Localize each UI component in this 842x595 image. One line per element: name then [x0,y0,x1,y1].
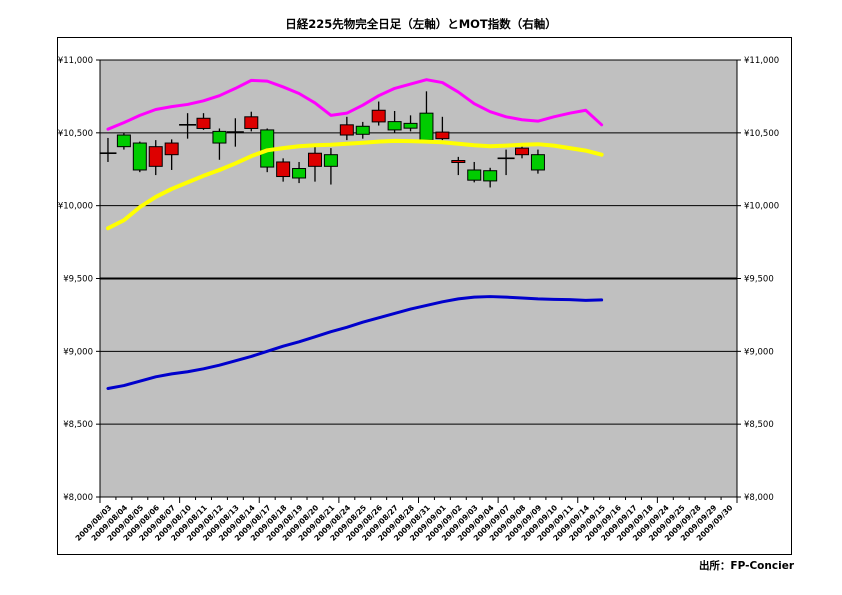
candle-body [323,154,338,167]
candle-body [339,124,354,136]
series-line-yellow [105,138,604,231]
series-mot-index-blue [106,295,604,390]
y-axis-label-right: ¥10,000 [744,202,779,212]
y-axis-label-right: ¥9,500 [744,275,774,285]
candle-body [132,142,147,171]
candle-body [515,147,530,156]
y-axis-label-right: ¥11,000 [744,56,779,66]
y-axis-label-right: ¥8,500 [744,420,774,430]
candle-body [451,160,466,164]
y-axis-label-left: ¥9,500 [63,275,93,285]
candle-body [307,152,322,167]
chart-title: 日経225先物完全日足（左軸）とMOT指数（右軸） [285,17,557,31]
candle-body [371,109,386,123]
y-axis-label-right: ¥10,500 [744,129,779,139]
y-axis-label-right: ¥9,000 [744,347,774,357]
y-axis-label-right: ¥8,000 [744,493,774,503]
y-axis-label-left: ¥11,000 [58,56,93,66]
candle-body [435,131,450,140]
candle-body [276,161,291,178]
y-axis-label-left: ¥10,000 [58,202,93,212]
series-line-magenta [106,78,604,131]
candle-body [387,121,402,131]
y-axis-label-left: ¥10,500 [58,129,93,139]
candle-body [148,146,163,167]
candle-body [403,122,418,129]
candle-body [212,130,227,144]
candle-body [292,168,307,179]
candle-body [116,134,131,148]
y-axis-label-left: ¥8,500 [63,420,93,430]
candle-body [483,170,498,182]
candle-body [196,117,211,129]
candle-body [467,169,482,181]
source-note: 出所：FP-Concier [698,560,794,572]
candle-body [164,142,179,156]
y-axis-label-left: ¥9,000 [63,347,93,357]
y-axis-label-left: ¥8,000 [63,493,93,503]
candle-body [355,125,370,135]
candle-body [244,116,259,129]
candle-body [530,154,545,171]
candle-body [419,112,434,141]
